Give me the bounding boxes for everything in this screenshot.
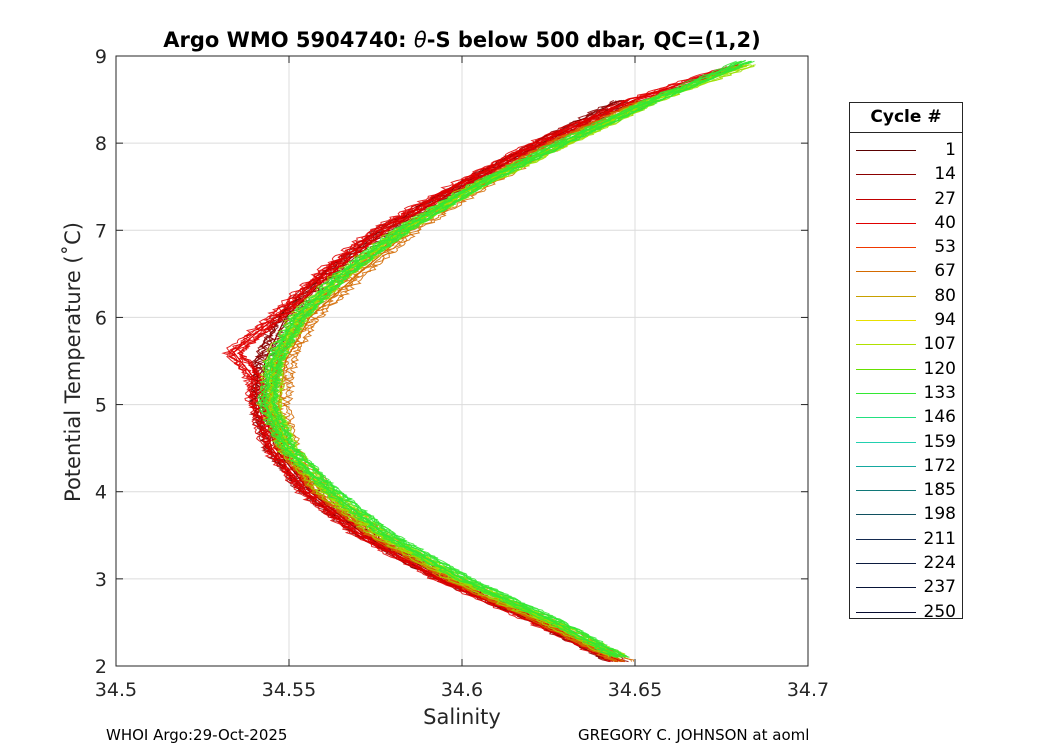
footer-left: WHOI Argo:29-Oct-2025 — [106, 726, 288, 744]
legend-swatch — [856, 174, 916, 176]
legend-swatch — [856, 441, 916, 443]
legend-entry: 27 — [850, 187, 962, 211]
legend-label: 159 — [923, 431, 956, 452]
legend-entry: 198 — [850, 502, 962, 526]
series-4 — [255, 59, 755, 658]
legend-label: 40 — [934, 212, 956, 233]
legend-swatch — [856, 538, 916, 540]
legend-label: 172 — [923, 455, 956, 476]
legend-swatch — [856, 514, 916, 516]
legend-swatch — [856, 150, 916, 151]
y-tick-label: 6 — [95, 307, 107, 329]
y-tick-label: 8 — [95, 133, 107, 155]
legend-swatch — [856, 490, 916, 492]
legend-label: 185 — [923, 480, 956, 501]
legend-entry: 133 — [850, 381, 962, 405]
chart-title: Argo WMO 5904740: θ-S below 500 dbar, QC… — [163, 28, 760, 52]
legend-swatch — [856, 344, 916, 346]
x-tick-label: 34.55 — [262, 679, 316, 701]
legend-label: 80 — [934, 285, 956, 306]
legend-entry: 80 — [850, 284, 962, 308]
legend-swatch — [856, 563, 916, 565]
x-axis-label: Salinity — [423, 705, 501, 729]
legend-label: 133 — [923, 382, 956, 403]
legend-entry: 237 — [850, 575, 962, 599]
legend-list: 1 14 27 40 53 67 80 94 107 120 133 146 159 172 185 198 2… — [850, 133, 962, 624]
legend: Cycle # 1 14 27 40 53 67 80 94 107 120 133 146 159 17… — [849, 102, 963, 622]
legend-swatch — [856, 247, 916, 249]
legend-label: 14 — [934, 164, 956, 185]
legend-entry: 40 — [850, 211, 962, 235]
legend-entry: 53 — [850, 235, 962, 259]
profile-line — [260, 60, 742, 658]
y-tick-label: 3 — [95, 569, 107, 591]
legend-entry: 67 — [850, 259, 962, 283]
profile-line — [225, 65, 734, 663]
legend-label: 53 — [934, 237, 956, 258]
legend-label: 146 — [923, 407, 956, 428]
legend-entry: 172 — [850, 454, 962, 478]
legend-label: 250 — [923, 601, 956, 622]
legend-label: 211 — [923, 528, 956, 549]
legend-entry: 120 — [850, 357, 962, 381]
x-tick-label: 34.7 — [787, 679, 829, 701]
legend-entry: 211 — [850, 527, 962, 551]
legend-swatch — [856, 368, 916, 370]
footer-right: GREGORY C. JOHNSON at aoml — [578, 726, 810, 744]
legend-label: 94 — [934, 310, 956, 331]
y-tick-label: 2 — [95, 656, 107, 678]
y-axis-label: Potential Temperature (˚C) — [61, 222, 85, 502]
legend-swatch — [856, 417, 916, 419]
legend-title: Cycle # — [850, 103, 962, 133]
x-tick-label: 34.6 — [441, 679, 483, 701]
legend-swatch — [856, 198, 916, 200]
legend-label: 198 — [923, 504, 956, 525]
profile-line — [256, 64, 741, 658]
data-series — [221, 59, 756, 663]
legend-entry: 250 — [850, 600, 962, 624]
profile-line — [271, 61, 750, 658]
legend-label: 107 — [923, 334, 956, 355]
x-tick-label: 34.65 — [608, 679, 662, 701]
legend-label: 27 — [934, 188, 956, 209]
y-tick-label: 9 — [95, 46, 107, 68]
legend-swatch — [856, 222, 916, 224]
profile-line — [271, 60, 755, 658]
y-tick-label: 5 — [95, 395, 107, 417]
legend-swatch — [856, 320, 916, 322]
legend-entry: 159 — [850, 430, 962, 454]
legend-swatch — [856, 392, 916, 394]
series-mean-line — [264, 59, 746, 658]
legend-entry: 224 — [850, 551, 962, 575]
legend-swatch — [856, 271, 916, 273]
x-axis-ticks: 34.5 34.55 34.6 34.65 34.7 — [95, 56, 829, 701]
profile-line — [271, 60, 752, 658]
y-tick-label: 4 — [95, 482, 107, 504]
legend-label: 67 — [934, 261, 956, 282]
legend-entry: 146 — [850, 405, 962, 429]
legend-label: 1 — [945, 140, 956, 160]
y-tick-label: 7 — [95, 220, 107, 242]
legend-swatch — [856, 587, 916, 589]
legend-entry: 185 — [850, 478, 962, 502]
legend-entry: 94 — [850, 308, 962, 332]
legend-swatch — [856, 465, 916, 467]
grid-lines — [116, 56, 808, 666]
y-axis-ticks: 2 3 4 5 6 7 8 9 — [95, 46, 808, 678]
legend-label: 120 — [923, 358, 956, 379]
legend-entry: 107 — [850, 332, 962, 356]
legend-swatch — [856, 295, 916, 297]
legend-entry: 14 — [850, 162, 962, 186]
x-tick-label: 34.5 — [95, 679, 137, 701]
series-mean-line — [232, 64, 739, 663]
legend-label: 224 — [923, 553, 956, 574]
legend-swatch — [856, 611, 916, 613]
legend-label: 237 — [923, 577, 956, 598]
profile-line — [257, 60, 737, 658]
legend-entry: 1 — [850, 138, 962, 162]
